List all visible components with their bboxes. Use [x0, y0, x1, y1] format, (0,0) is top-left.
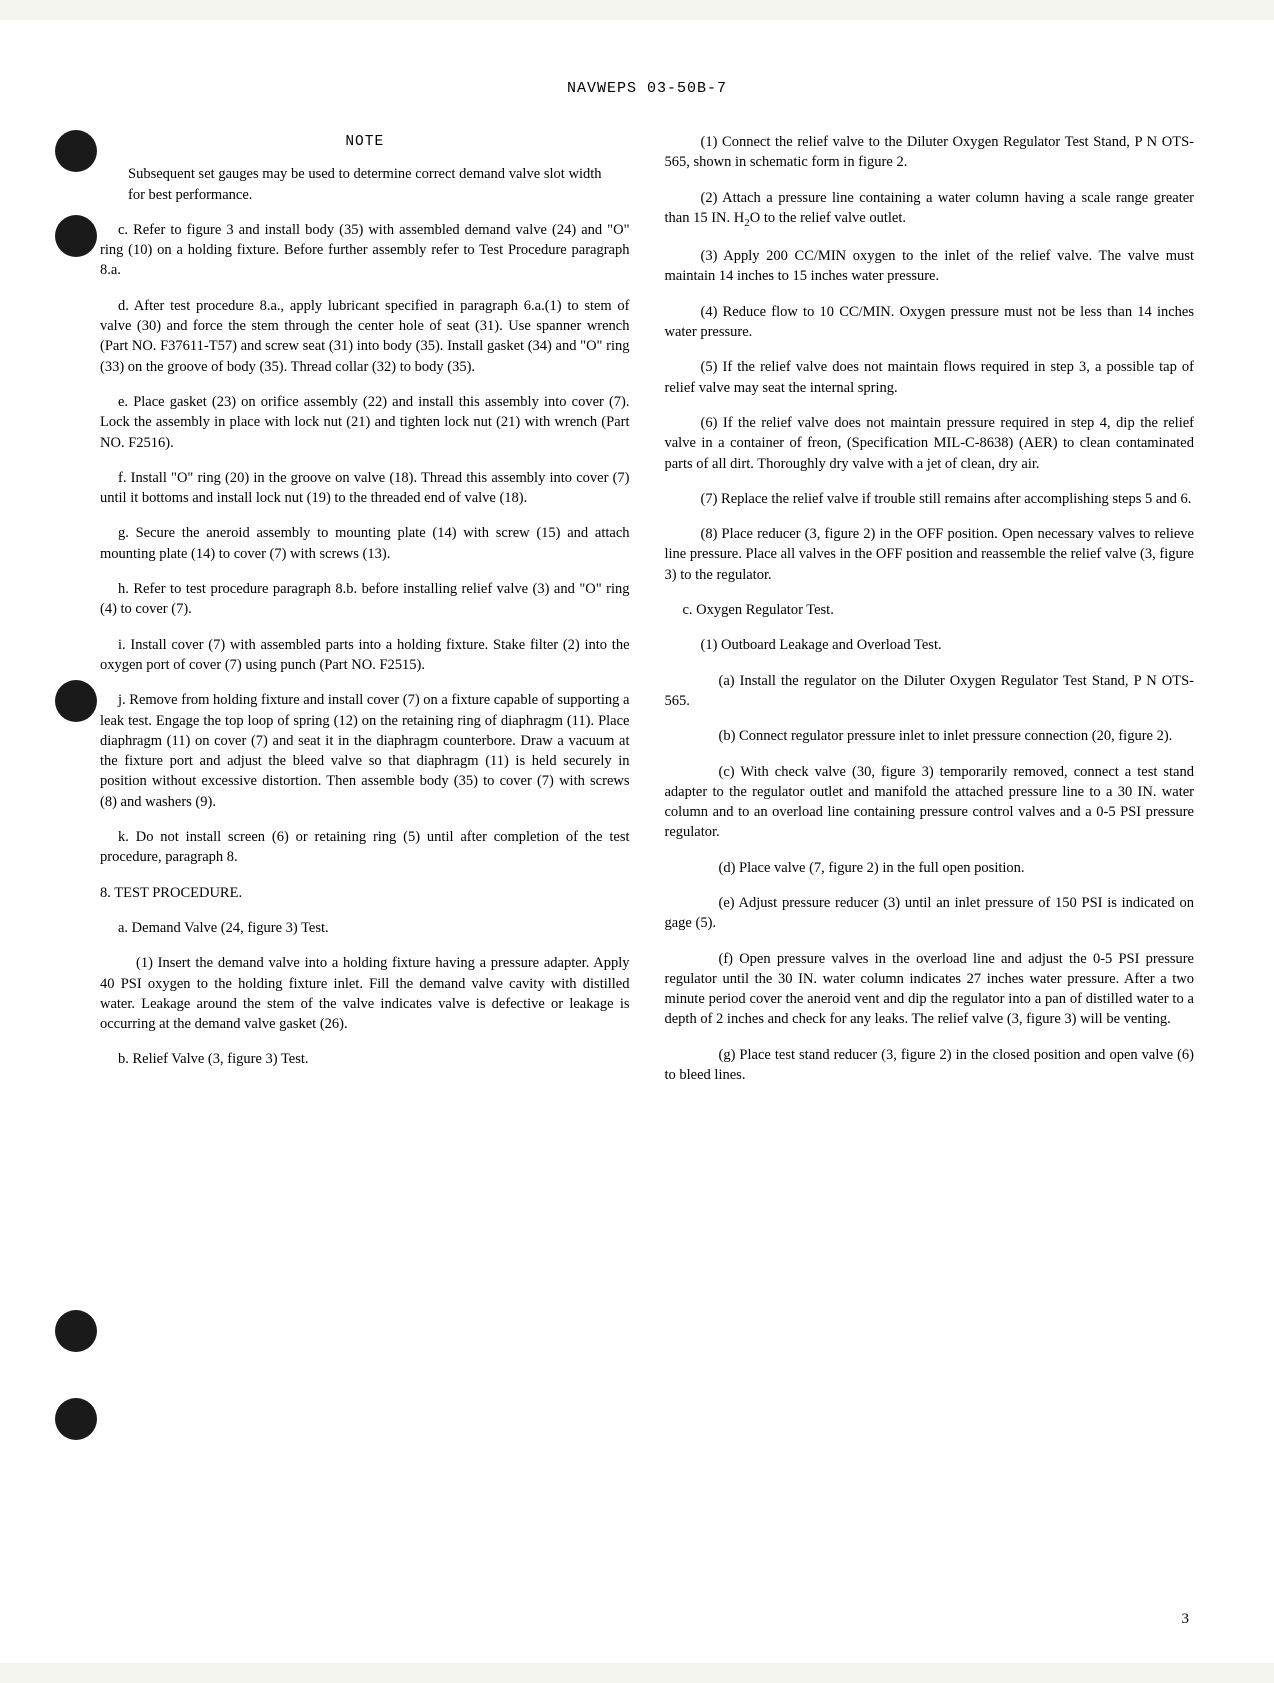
paragraph: (3) Apply 200 CC/MIN oxygen to the inlet…: [665, 246, 1195, 287]
left-column: NOTE Subsequent set gauges may be used t…: [100, 132, 630, 1100]
paragraph: k. Do not install screen (6) or retainin…: [100, 827, 630, 868]
paragraph: (a) Install the regulator on the Diluter…: [665, 671, 1195, 712]
left-paragraphs: c. Refer to figure 3 and install body (3…: [100, 220, 630, 1070]
paragraph: (6) If the relief valve does not maintai…: [665, 413, 1195, 474]
right-paragraphs: (1) Connect the relief valve to the Dilu…: [665, 132, 1195, 1085]
binder-hole: [55, 130, 97, 172]
binder-hole: [55, 680, 97, 722]
paragraph: c. Oxygen Regulator Test.: [665, 600, 1195, 620]
paragraph: (5) If the relief valve does not maintai…: [665, 357, 1195, 398]
paragraph: (d) Place valve (7, figure 2) in the ful…: [665, 858, 1195, 878]
paragraph: i. Install cover (7) with assembled part…: [100, 635, 630, 676]
paragraph: 8. TEST PROCEDURE.: [100, 883, 630, 903]
paragraph: b. Relief Valve (3, figure 3) Test.: [100, 1049, 630, 1069]
binder-hole: [55, 1398, 97, 1440]
note-body: Subsequent set gauges may be used to det…: [100, 164, 630, 205]
paragraph: (b) Connect regulator pressure inlet to …: [665, 726, 1195, 746]
paragraph: (1) Connect the relief valve to the Dilu…: [665, 132, 1195, 173]
paragraph: (c) With check valve (30, figure 3) temp…: [665, 762, 1195, 843]
paragraph: (e) Adjust pressure reducer (3) until an…: [665, 893, 1195, 934]
paragraph: (4) Reduce flow to 10 CC/MIN. Oxygen pre…: [665, 302, 1195, 343]
paragraph: e. Place gasket (23) on orifice assembly…: [100, 392, 630, 453]
paragraph: h. Refer to test procedure paragraph 8.b…: [100, 579, 630, 620]
note-title: NOTE: [100, 132, 630, 152]
paragraph: c. Refer to figure 3 and install body (3…: [100, 220, 630, 281]
right-column: (1) Connect the relief valve to the Dilu…: [665, 132, 1195, 1100]
page-number: 3: [1182, 1611, 1190, 1628]
document-page: NAVWEPS 03-50B-7 NOTE Subsequent set gau…: [0, 20, 1274, 1663]
paragraph: (2) Attach a pressure line containing a …: [665, 188, 1195, 232]
paragraph: g. Secure the aneroid assembly to mounti…: [100, 523, 630, 564]
paragraph: (8) Place reducer (3, figure 2) in the O…: [665, 524, 1195, 585]
paragraph: (1) Outboard Leakage and Overload Test.: [665, 635, 1195, 655]
binder-hole: [55, 215, 97, 257]
binder-hole: [55, 1310, 97, 1352]
paragraph: d. After test procedure 8.a., apply lubr…: [100, 296, 630, 377]
paragraph: (f) Open pressure valves in the overload…: [665, 949, 1195, 1030]
paragraph: (7) Replace the relief valve if trouble …: [665, 489, 1195, 509]
paragraph: a. Demand Valve (24, figure 3) Test.: [100, 918, 630, 938]
paragraph: j. Remove from holding fixture and insta…: [100, 690, 630, 812]
paragraph: (1) Insert the demand valve into a holdi…: [100, 953, 630, 1034]
paragraph: (g) Place test stand reducer (3, figure …: [665, 1045, 1195, 1086]
content-columns: NOTE Subsequent set gauges may be used t…: [100, 132, 1194, 1100]
document-header: NAVWEPS 03-50B-7: [100, 80, 1194, 97]
paragraph: f. Install "O" ring (20) in the groove o…: [100, 468, 630, 509]
